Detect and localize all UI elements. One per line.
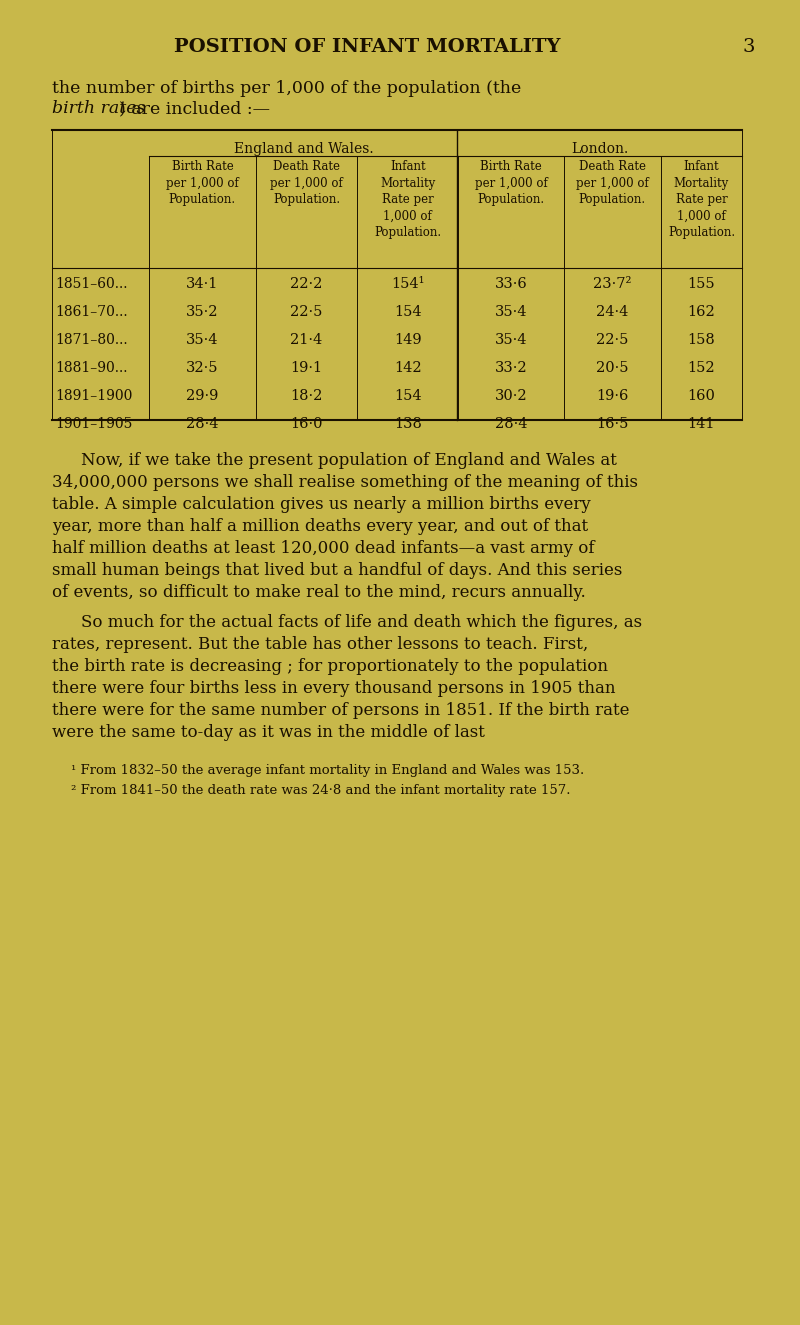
Text: there were four births less in every thousand persons in 1905 than: there were four births less in every tho… (51, 680, 615, 697)
Text: 19·1: 19·1 (290, 360, 322, 375)
Text: table. A simple calculation gives us nearly a million births every: table. A simple calculation gives us nea… (51, 496, 590, 513)
Text: 30·2: 30·2 (494, 390, 527, 403)
Text: year, more than half a million deaths every year, and out of that: year, more than half a million deaths ev… (51, 518, 588, 535)
Text: Infant
Mortality
Rate per
1,000 of
Population.: Infant Mortality Rate per 1,000 of Popul… (374, 160, 442, 238)
Text: Death Rate
per 1,000 of
Population.: Death Rate per 1,000 of Population. (576, 160, 649, 205)
Text: 1861–70...: 1861–70... (55, 305, 128, 319)
Text: 33·6: 33·6 (494, 277, 527, 292)
Text: 1871–80...: 1871–80... (55, 333, 128, 347)
Text: 152: 152 (688, 360, 715, 375)
Text: 154: 154 (394, 305, 422, 319)
Text: Now, if we take the present population of England and Wales at: Now, if we take the present population o… (82, 452, 618, 469)
Text: 149: 149 (394, 333, 422, 347)
Text: 35·2: 35·2 (186, 305, 218, 319)
Text: 155: 155 (688, 277, 715, 292)
Text: ¹ From 1832–50 the average infant mortality in England and Wales was 153.: ¹ From 1832–50 the average infant mortal… (71, 765, 585, 776)
Text: Infant
Mortality
Rate per
1,000 of
Population.: Infant Mortality Rate per 1,000 of Popul… (668, 160, 735, 238)
Text: birth rates: birth rates (51, 99, 145, 117)
Text: 3: 3 (743, 38, 755, 56)
Text: 21·4: 21·4 (290, 333, 322, 347)
Text: 33·2: 33·2 (494, 360, 527, 375)
Text: 29·9: 29·9 (186, 390, 218, 403)
Text: 138: 138 (394, 417, 422, 431)
Text: London.: London. (572, 142, 629, 156)
Text: 32·5: 32·5 (186, 360, 218, 375)
Text: were the same to-day as it was in the middle of last: were the same to-day as it was in the mi… (51, 723, 485, 741)
Text: ² From 1841–50 the death rate was 24·8 and the infant mortality rate 157.: ² From 1841–50 the death rate was 24·8 a… (71, 784, 571, 798)
Text: the birth rate is decreasing ; for proportionately to the population: the birth rate is decreasing ; for propo… (51, 659, 607, 674)
Text: Death Rate
per 1,000 of
Population.: Death Rate per 1,000 of Population. (270, 160, 343, 205)
Text: 154: 154 (394, 390, 422, 403)
Text: 22·5: 22·5 (290, 305, 322, 319)
Text: 1881–90...: 1881–90... (55, 360, 128, 375)
Text: POSITION OF INFANT MORTALITY: POSITION OF INFANT MORTALITY (174, 38, 560, 56)
Text: 1891–1900: 1891–1900 (55, 390, 133, 403)
Text: the number of births per 1,000 of the population (the: the number of births per 1,000 of the po… (51, 80, 521, 97)
Text: 34,000,000 persons we shall realise something of the meaning of this: 34,000,000 persons we shall realise some… (51, 474, 638, 492)
Text: 141: 141 (688, 417, 715, 431)
Text: 18·2: 18·2 (290, 390, 322, 403)
Text: 1851–60...: 1851–60... (55, 277, 128, 292)
Text: 154¹: 154¹ (391, 277, 425, 292)
Text: 158: 158 (687, 333, 715, 347)
Text: 24·4: 24·4 (596, 305, 628, 319)
Text: Birth Rate
per 1,000 of
Population.: Birth Rate per 1,000 of Population. (474, 160, 547, 205)
Text: 160: 160 (687, 390, 715, 403)
Text: 16·5: 16·5 (596, 417, 628, 431)
Text: there were for the same number of persons in 1851. If the birth rate: there were for the same number of person… (51, 702, 629, 719)
Text: small human beings that lived but a handful of days. And this series: small human beings that lived but a hand… (51, 562, 622, 579)
Text: 142: 142 (394, 360, 422, 375)
Text: 28·4: 28·4 (494, 417, 527, 431)
Text: ) are included :—: ) are included :— (119, 99, 270, 117)
Text: 16·0: 16·0 (290, 417, 323, 431)
Text: 35·4: 35·4 (494, 305, 527, 319)
Text: 1901–1905: 1901–1905 (55, 417, 133, 431)
Text: rates, represent. But the table has other lessons to teach. First,: rates, represent. But the table has othe… (51, 636, 588, 653)
Text: So much for the actual facts of life and death which the figures, as: So much for the actual facts of life and… (82, 613, 642, 631)
Text: 162: 162 (687, 305, 715, 319)
Text: of events, so difficult to make real to the mind, recurs annually.: of events, so difficult to make real to … (51, 584, 586, 602)
Text: Birth Rate
per 1,000 of
Population.: Birth Rate per 1,000 of Population. (166, 160, 238, 205)
Text: 20·5: 20·5 (596, 360, 628, 375)
Text: England and Wales.: England and Wales. (234, 142, 374, 156)
Text: 22·5: 22·5 (596, 333, 628, 347)
Text: 34·1: 34·1 (186, 277, 218, 292)
Text: half million deaths at least 120,000 dead infants—a vast army of: half million deaths at least 120,000 dea… (51, 541, 594, 556)
Text: 19·6: 19·6 (596, 390, 628, 403)
Text: 23·7²: 23·7² (593, 277, 631, 292)
Text: 35·4: 35·4 (494, 333, 527, 347)
Text: 22·2: 22·2 (290, 277, 322, 292)
Text: 35·4: 35·4 (186, 333, 218, 347)
Text: 28·4: 28·4 (186, 417, 218, 431)
